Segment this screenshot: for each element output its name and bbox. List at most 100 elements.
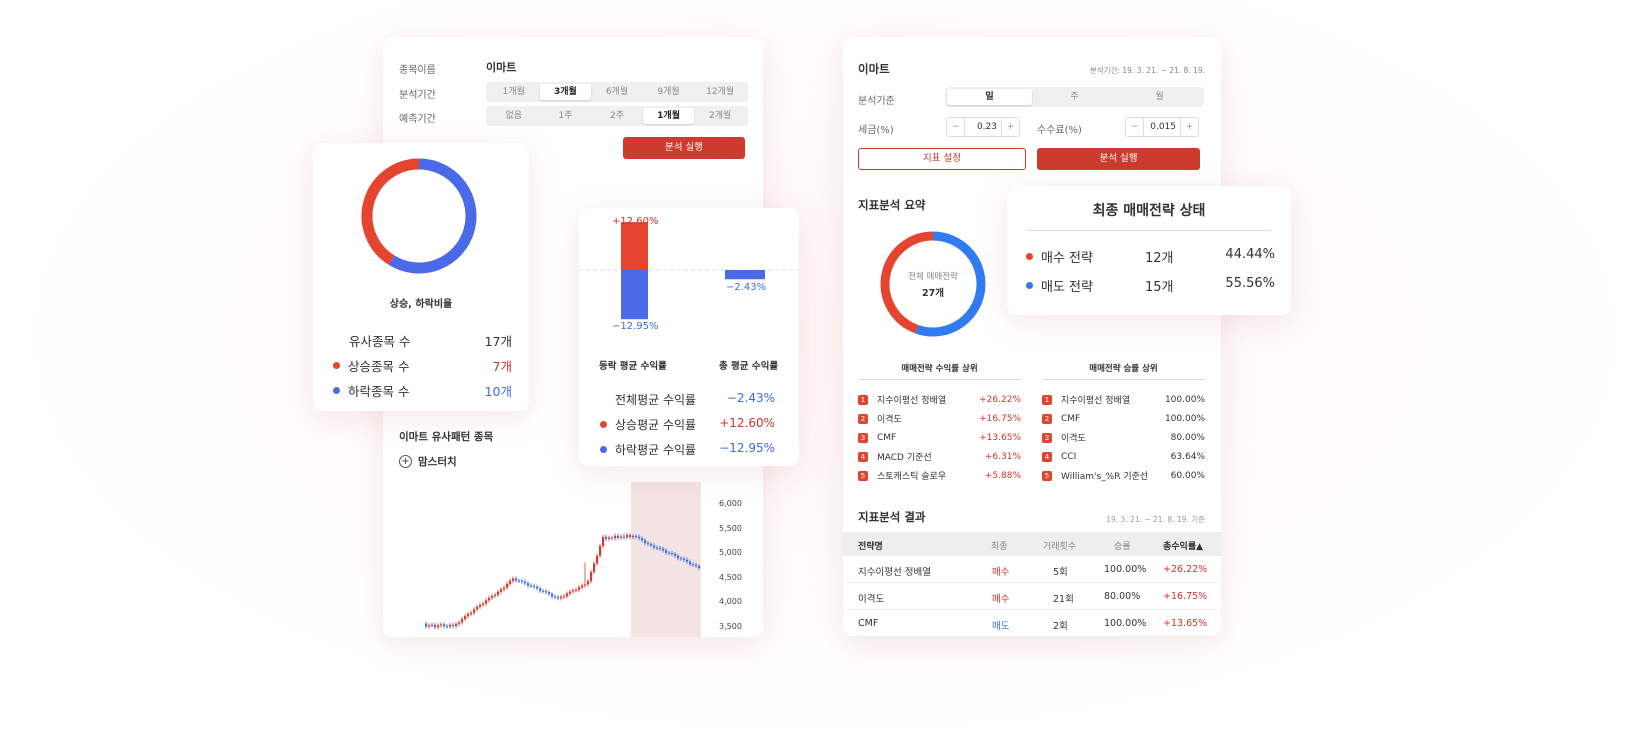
fee-decrement-button[interactable]: − xyxy=(1130,122,1139,132)
price-tick: 4,500 xyxy=(719,572,742,582)
ranked-strategy-item[interactable]: 2 이격도 +16.75% xyxy=(858,409,1021,428)
result-date: 19. 3. 21. ~ 21. 8. 19. 기준 xyxy=(1106,515,1205,524)
candle-body xyxy=(686,559,689,562)
strategy-value: +13.65% xyxy=(979,432,1021,443)
rank-badge: 2 xyxy=(1042,413,1052,424)
candle-body xyxy=(521,580,524,582)
forecast-option-none[interactable]: 없음 xyxy=(505,111,523,121)
tax-increment-button[interactable]: + xyxy=(1006,122,1015,132)
ratio-chart-title: 상승, 하락비율 xyxy=(389,299,453,310)
indicator-settings-button[interactable]: 지표 설정 xyxy=(858,148,1026,170)
ranked-strategy-item[interactable]: 1 지수이평선 정배열 +26.22% xyxy=(858,390,1021,409)
up-slice xyxy=(361,158,420,265)
fee-input[interactable]: 0.015 xyxy=(1143,118,1181,136)
candle-body xyxy=(515,578,518,581)
strategy-value: 100.00% xyxy=(1164,413,1205,424)
candle-body xyxy=(677,555,680,559)
candle-body xyxy=(542,590,545,592)
cell-total-return: +26.22% xyxy=(1163,564,1208,575)
candle-body xyxy=(689,561,692,565)
result-table-row[interactable]: 지수이평선 정배열 매수 5회 100.00% +26.22% xyxy=(843,556,1221,583)
candle-body xyxy=(659,547,662,549)
rank-badge: 4 xyxy=(858,451,868,462)
candle-body xyxy=(449,624,452,627)
period-option-12m[interactable]: 12개월 xyxy=(706,87,735,97)
run-analysis-button-left[interactable]: 분석 실행 xyxy=(623,137,745,159)
candle-body xyxy=(431,624,434,626)
forecast-option-2w[interactable]: 2주 xyxy=(609,111,624,121)
period-option-9m[interactable]: 9개월 xyxy=(657,87,680,97)
header-total-return[interactable]: 총수익률▲ xyxy=(1163,542,1204,552)
forecast-option-2m[interactable]: 2개월 xyxy=(709,111,732,121)
period-selector: 1개월 3개월 6개월 9개월 12개월 xyxy=(486,82,748,102)
candle-body xyxy=(536,586,539,589)
tax-decrement-button[interactable]: − xyxy=(951,122,960,132)
rank-badge: 3 xyxy=(1042,432,1052,443)
candle-body xyxy=(692,564,695,566)
period-option-1m[interactable]: 1개월 xyxy=(502,87,525,97)
candle-body xyxy=(584,584,587,586)
run-analysis-button-right[interactable]: 분석 실행 xyxy=(1037,148,1200,170)
tax-input[interactable]: 0.23 xyxy=(964,118,1002,136)
fee-increment-button[interactable]: + xyxy=(1185,122,1194,132)
candle-body xyxy=(647,543,650,545)
ranked-strategy-item[interactable]: 3 CMF +13.65% xyxy=(858,428,1021,447)
price-tick: 5,500 xyxy=(719,523,742,533)
cell-win-rate: 100.00% xyxy=(1104,618,1147,629)
candle-body xyxy=(545,591,548,593)
buy-legend-dot xyxy=(1026,253,1033,260)
candle-body xyxy=(512,578,515,581)
candle-body xyxy=(488,597,491,601)
header-win-rate[interactable]: 승률 xyxy=(1114,542,1131,552)
forecast-option-1m[interactable]: 1개월 xyxy=(642,108,695,124)
basis-option-day[interactable]: 일 xyxy=(947,89,1032,105)
candle-body xyxy=(497,591,500,595)
ranked-strategy-item[interactable]: 2 CMF 100.00% xyxy=(1042,409,1205,428)
sell-legend-dot xyxy=(1026,282,1033,289)
ranked-strategy-item[interactable]: 5 William's_%R 기준선 60.00% xyxy=(1042,466,1205,485)
candle-body xyxy=(506,583,509,588)
candle-body xyxy=(458,622,461,624)
strategy-value: 100.00% xyxy=(1164,394,1205,405)
down-count-value: 10개 xyxy=(484,384,512,399)
buy-strategy-pct: 44.44% xyxy=(1225,247,1275,262)
up-avg-row: 상승평균 수익률 xyxy=(600,416,696,433)
strategy-value: +5.88% xyxy=(984,470,1021,481)
candle-body xyxy=(464,616,467,619)
bar-down-label: −12.95% xyxy=(612,321,659,332)
ranked-strategy-item[interactable]: 3 이격도 80.00% xyxy=(1042,428,1205,447)
cell-total-return: +16.75% xyxy=(1163,591,1208,602)
ranked-strategy-item[interactable]: 1 지수이평선 정배열 100.00% xyxy=(1042,390,1205,409)
result-table-row[interactable]: CMF 매도 2회 100.00% +13.65% xyxy=(843,610,1221,637)
add-circle-icon[interactable]: + xyxy=(399,455,412,468)
total-avg-value: −2.43% xyxy=(726,391,775,405)
down-avg-value: −12.95% xyxy=(719,441,775,455)
price-tick: 4,000 xyxy=(719,597,742,606)
strategy-name: 지수이평선 정배열 xyxy=(877,396,947,406)
result-table-row[interactable]: 이격도 매수 21회 80.00% +16.75% xyxy=(843,583,1221,610)
candle-body xyxy=(461,618,464,623)
similar-item-momstouch[interactable]: + 맘스터치 xyxy=(399,454,457,469)
header-trade-count[interactable]: 거래횟수 xyxy=(1043,542,1077,552)
candle-body xyxy=(629,534,632,538)
forecast-option-1w[interactable]: 1주 xyxy=(558,111,573,121)
ranked-strategy-item[interactable]: 5 스토캐스틱 슬로우 +5.88% xyxy=(858,466,1021,485)
candle-body xyxy=(581,585,584,588)
ranked-strategy-item[interactable]: 4 CCI 63.64% xyxy=(1042,447,1205,466)
strategy-name: MACD 기준선 xyxy=(877,453,932,463)
period-option-3m[interactable]: 3개월 xyxy=(539,84,592,100)
basis-option-month[interactable]: 월 xyxy=(1155,92,1164,102)
header-final[interactable]: 최종 xyxy=(991,542,1008,552)
candle-body xyxy=(467,614,470,617)
header-strategy[interactable]: 전략명 xyxy=(858,542,883,552)
period-option-6m[interactable]: 6개월 xyxy=(605,87,629,97)
rank-badge: 5 xyxy=(1042,470,1052,481)
similar-count-value: 17개 xyxy=(484,334,512,349)
down-count-row: 하락종목 수 xyxy=(333,381,409,400)
basis-option-week[interactable]: 주 xyxy=(1070,92,1079,102)
buy-slice xyxy=(880,231,934,334)
candle-body xyxy=(632,536,635,538)
ranked-strategy-item[interactable]: 4 MACD 기준선 +6.31% xyxy=(858,447,1021,466)
similar-pattern-title: 이마트 유사패턴 종목 xyxy=(399,431,494,443)
candle-body xyxy=(602,536,605,547)
